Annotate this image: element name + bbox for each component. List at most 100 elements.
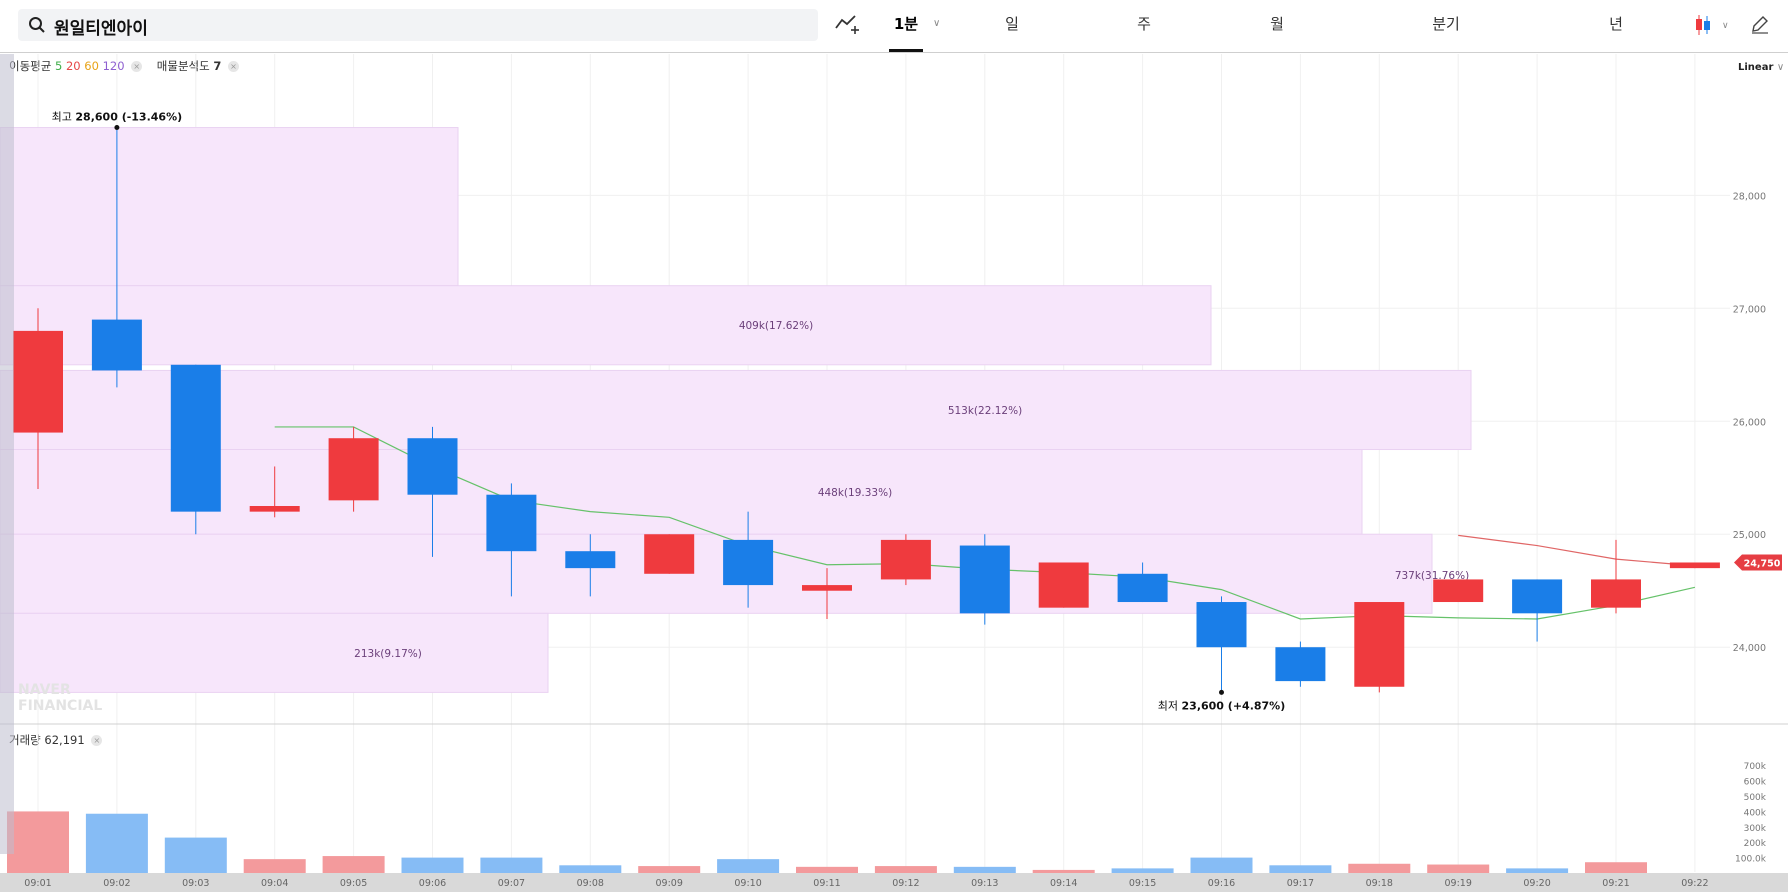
candle-body (802, 585, 852, 591)
volume-tick-label: 600k (1744, 778, 1767, 788)
volume-profile-bar (0, 612, 549, 693)
volume-profile-close-icon[interactable]: × (228, 61, 240, 72)
candle-body (170, 364, 221, 512)
high-annotation: 최고 28,600 (-13.46%) (52, 111, 182, 124)
candle-body (407, 438, 458, 495)
low-annotation: 최저 23,600 (+4.87%) (1158, 699, 1285, 712)
candle-body (959, 545, 1010, 614)
volume-tick-label: 200k (1744, 839, 1767, 849)
candle-body (91, 319, 142, 371)
period-day[interactable]: 일 (1005, 15, 1019, 33)
volume-total: 62,191 (44, 733, 85, 747)
volume-profile-bar (0, 449, 1363, 535)
volume-bar (164, 837, 227, 873)
candle-body (565, 551, 616, 569)
indicator-add-icon[interactable] (834, 10, 862, 40)
svg-text:∨: ∨ (1722, 21, 1729, 31)
volume-profile-bar (0, 533, 1433, 614)
period-year[interactable]: 년 (1609, 15, 1623, 33)
volume-profile-bar (0, 285, 1212, 366)
volume-bar (7, 811, 69, 873)
current-price-tag (1734, 554, 1782, 571)
candle-body (328, 438, 379, 501)
volume-tick-label: 100.0k (1735, 855, 1767, 865)
volume-tick-label: 500k (1744, 793, 1767, 803)
chevron-down-icon: ∨ (1776, 62, 1785, 73)
ma-period-60: 60 (84, 59, 99, 73)
watermark-line-2: FINANCIAL (18, 698, 102, 714)
scale-mode-toggle[interactable]: Linear ∨ (1738, 62, 1784, 73)
volume-bar (243, 859, 306, 873)
volume-tick-label: 700k (1744, 762, 1767, 772)
search-icon (28, 16, 46, 38)
volume-bar (559, 865, 622, 873)
price-tick-label: 24,000 (1733, 643, 1766, 654)
volume-bar (717, 859, 780, 873)
ma-line-20 (1458, 534, 1695, 567)
low-marker (1219, 689, 1224, 695)
high-marker (114, 125, 120, 131)
ma-legend-close-icon[interactable]: × (131, 61, 143, 72)
candle-body (13, 330, 63, 433)
candle-body (486, 494, 537, 552)
volume-bar (1427, 864, 1490, 873)
left-scroll-handle[interactable] (0, 54, 14, 854)
period-month[interactable]: 월 (1270, 15, 1284, 33)
volume-legend-close-icon[interactable]: × (91, 735, 103, 746)
candle-body (1669, 562, 1720, 569)
ma-period-20: 20 (65, 59, 81, 73)
volume-profile-label: 448k(19.33%) (818, 487, 892, 499)
candle-body (723, 539, 774, 586)
volume-tick-label: 400k (1744, 808, 1767, 818)
toolbar: 원일티엔아이 1분 ∨ 일 주 월 분기 년 ∨ (0, 0, 1788, 53)
volume-bar (322, 856, 385, 873)
candle-body (1117, 573, 1168, 603)
time-axis-band (0, 873, 1788, 892)
candle-type-icon[interactable]: ∨ (1694, 14, 1734, 44)
stock-search-box[interactable]: 원일티엔아이 (18, 9, 818, 41)
candle-body (880, 539, 931, 580)
volume-profile-label: 737k(31.76%) (1395, 570, 1469, 582)
price-tick-label: 27,000 (1733, 304, 1766, 315)
price-tick-label: 26,000 (1733, 417, 1766, 428)
volume-profile-bar (0, 369, 1472, 451)
period-week[interactable]: 주 (1137, 15, 1151, 33)
period-1min[interactable]: 1분 (893, 15, 919, 33)
ma-period-5: 5 (54, 59, 63, 73)
price-tick-label: 25,000 (1733, 530, 1766, 541)
volume-profile-label: 409k(17.62%) (739, 320, 813, 332)
volume-bar (1269, 865, 1332, 873)
volume-bar (638, 866, 701, 873)
volume-bar (1585, 862, 1647, 873)
candle-body (1275, 647, 1326, 682)
high-annotation-part: 최고 (52, 111, 76, 124)
candle-body (1591, 579, 1641, 608)
price-tick-label: 28,000 (1733, 191, 1766, 202)
volume-bar (874, 866, 937, 873)
watermark-line-1: NAVER (18, 682, 71, 698)
low-annotation-part: (+4.87%) (1224, 699, 1285, 712)
volume-bar (85, 813, 148, 873)
volume-profile-bar (0, 127, 459, 287)
ma-period-120: 120 (102, 59, 125, 73)
candle-body (1354, 602, 1405, 687)
volume-tick-label: 300k (1744, 824, 1767, 834)
ma-line-5 (274, 426, 1696, 620)
volume-bar (480, 857, 543, 873)
candle-body (1433, 579, 1484, 603)
drawing-pencil-icon[interactable] (1750, 14, 1770, 44)
candle-body (1196, 602, 1247, 648)
period-quarter[interactable]: 분기 (1432, 15, 1460, 33)
high-annotation-part: 28,600 (75, 111, 118, 124)
volume-bar (1348, 863, 1411, 873)
volume-profile-label: 513k(22.12%) (948, 405, 1022, 417)
volume-legend: 거래량 62,191 × (9, 732, 103, 748)
candle-body (1038, 562, 1089, 608)
high-annotation-part: (-13.46%) (118, 111, 182, 124)
volume-profile-label: 213k(9.17%) (354, 648, 422, 660)
stock-name: 원일티엔아이 (54, 19, 148, 39)
chevron-down-icon[interactable]: ∨ (933, 18, 941, 29)
candle-body (249, 506, 300, 512)
